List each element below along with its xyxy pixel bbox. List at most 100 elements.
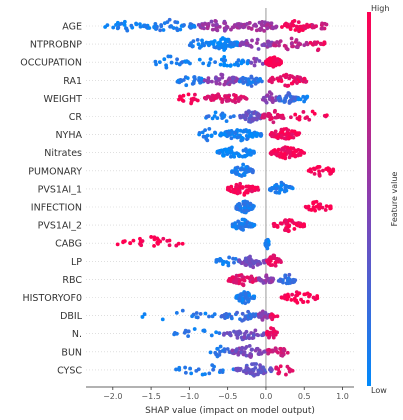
feature-label: CYSC: [57, 365, 82, 376]
shap-dot: [270, 134, 274, 139]
shap-dot: [178, 27, 183, 32]
shap-dot: [206, 114, 211, 118]
shap-dot: [249, 275, 254, 280]
shap-dot: [263, 20, 267, 25]
shap-dot: [240, 185, 245, 189]
shap-dot: [247, 344, 252, 348]
shap-dot: [310, 109, 315, 114]
shap-dot: [240, 217, 245, 222]
feature-label: HISTORYOF0: [22, 293, 82, 304]
shap-dot: [122, 19, 127, 24]
shap-dot: [282, 100, 287, 104]
shap-dot: [266, 114, 271, 119]
shap-dot: [263, 241, 268, 246]
shap-dot: [277, 98, 282, 103]
shap-dot: [195, 37, 200, 42]
shap-dot: [315, 48, 320, 53]
shap-dot: [161, 28, 166, 32]
shap-dot: [159, 23, 164, 27]
shap-dot: [288, 278, 293, 282]
shap-dot: [183, 60, 188, 64]
shap-dot: [273, 190, 278, 195]
x-tick-label: 0.0: [260, 392, 273, 401]
feature-label: PVS1AI_1: [38, 184, 82, 195]
shap-dot: [324, 113, 329, 118]
shap-dot: [231, 114, 236, 119]
shap-dot: [276, 259, 281, 264]
shap-dot: [186, 334, 191, 339]
shap-dot: [177, 62, 182, 67]
shap-dot: [105, 23, 110, 28]
shap-dot: [282, 189, 287, 194]
shap-dot: [303, 26, 308, 31]
shap-dot: [270, 186, 275, 190]
shap-dot: [283, 273, 288, 278]
shap-dot: [279, 187, 283, 192]
shap-dot: [236, 99, 241, 103]
shap-dot: [212, 45, 217, 49]
shap-dot: [227, 255, 232, 260]
shap-dot: [200, 130, 205, 135]
shap-dot: [253, 366, 258, 370]
shap-dot: [194, 311, 199, 315]
shap-dot: [142, 23, 147, 28]
shap-dot: [209, 333, 214, 338]
shap-dot: [177, 97, 181, 102]
shap-dot: [222, 113, 227, 118]
shap-dot: [298, 75, 303, 80]
shap-dot: [270, 25, 275, 30]
shap-dot: [248, 201, 253, 206]
shap-dot: [230, 170, 234, 174]
shap-dot: [290, 129, 294, 134]
feature-label: OCCUPATION: [20, 58, 82, 69]
shap-dot: [289, 81, 294, 86]
shap-dot: [269, 116, 274, 121]
shap-dot: [274, 152, 279, 157]
shap-dot: [274, 115, 279, 120]
shap-dot: [167, 243, 172, 248]
shap-dot: [176, 241, 181, 246]
shap-dot: [283, 83, 288, 88]
shap-dot: [311, 295, 316, 300]
shap-dot: [246, 109, 251, 113]
shap-dot: [149, 235, 154, 239]
shap-dot: [302, 43, 307, 48]
shap-dot: [138, 236, 142, 241]
shap-dot: [219, 258, 224, 263]
shap-dot: [242, 335, 247, 340]
shap-dot: [328, 169, 333, 174]
shap-dot: [240, 79, 245, 84]
shap-dot: [285, 149, 290, 154]
shap-dot: [228, 330, 232, 335]
shap-dot: [288, 115, 293, 120]
shap-dot: [242, 191, 247, 196]
shap-dot: [274, 346, 278, 351]
shap-dot: [261, 365, 266, 370]
shap-dot: [288, 146, 293, 151]
shap-dot: [213, 131, 218, 135]
shap-dot: [181, 78, 186, 82]
shap-dot: [177, 365, 182, 370]
shap-dot: [268, 259, 273, 263]
shap-dot: [206, 21, 211, 26]
shap-dot: [265, 22, 270, 27]
shap-dot: [235, 128, 240, 132]
shap-dot: [214, 81, 219, 86]
shap-dot: [122, 23, 127, 27]
shap-dot: [301, 94, 306, 99]
shap-dot: [217, 81, 222, 86]
shap-dot: [210, 97, 215, 101]
shap-dot: [248, 254, 252, 259]
shap-dot: [274, 135, 278, 139]
shap-dot: [256, 112, 261, 116]
shap-dot: [213, 60, 218, 65]
shap-dot: [247, 293, 252, 298]
shap-dot: [175, 27, 180, 32]
feature-label: PVS1AI_2: [38, 221, 82, 232]
shap-dot: [206, 63, 211, 68]
shap-dot: [235, 206, 240, 211]
x-tick-label: −0.5: [218, 392, 237, 401]
shap-dot: [180, 241, 185, 246]
shap-dot: [169, 60, 174, 65]
